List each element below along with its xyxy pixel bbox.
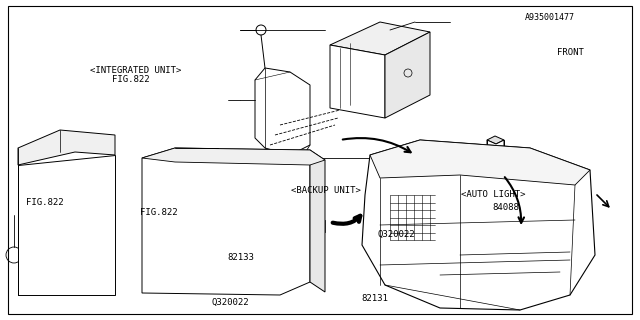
Bar xyxy=(25,270,41,290)
Text: 82133: 82133 xyxy=(227,253,254,262)
Bar xyxy=(52,175,70,197)
Bar xyxy=(28,175,46,197)
Polygon shape xyxy=(18,130,115,165)
Bar xyxy=(69,270,85,290)
Bar xyxy=(91,270,107,290)
Text: <AUTO LIGHT>: <AUTO LIGHT> xyxy=(461,190,525,199)
Text: <INTEGRATED UNIT>: <INTEGRATED UNIT> xyxy=(90,66,181,75)
Text: Q320022: Q320022 xyxy=(211,298,249,307)
Text: FIG.822: FIG.822 xyxy=(112,75,150,84)
Text: <BACKUP UNIT>: <BACKUP UNIT> xyxy=(291,186,361,195)
Bar xyxy=(47,270,63,290)
Polygon shape xyxy=(362,140,595,310)
Bar xyxy=(52,203,70,225)
Bar xyxy=(28,231,46,253)
Circle shape xyxy=(516,228,524,236)
Text: A935001477: A935001477 xyxy=(525,13,575,22)
Polygon shape xyxy=(18,155,115,295)
Polygon shape xyxy=(330,45,385,118)
Text: 84088: 84088 xyxy=(493,203,520,212)
Bar xyxy=(52,231,70,253)
Text: FIG.822: FIG.822 xyxy=(140,208,177,217)
Bar xyxy=(317,220,325,232)
Text: Q320022: Q320022 xyxy=(378,230,415,239)
Bar xyxy=(76,259,94,281)
Bar xyxy=(28,203,46,225)
Text: FIG.822: FIG.822 xyxy=(26,198,63,207)
Polygon shape xyxy=(487,136,504,144)
Bar xyxy=(76,203,94,225)
Polygon shape xyxy=(370,140,590,185)
Bar xyxy=(28,259,46,281)
Text: 82131: 82131 xyxy=(362,294,388,303)
Polygon shape xyxy=(142,148,310,295)
Polygon shape xyxy=(385,32,430,118)
Bar xyxy=(52,259,70,281)
Polygon shape xyxy=(310,150,325,292)
Polygon shape xyxy=(330,22,430,55)
Polygon shape xyxy=(142,148,325,165)
Bar xyxy=(76,175,94,197)
Polygon shape xyxy=(487,140,504,162)
Text: FRONT: FRONT xyxy=(557,48,584,57)
Bar xyxy=(76,231,94,253)
